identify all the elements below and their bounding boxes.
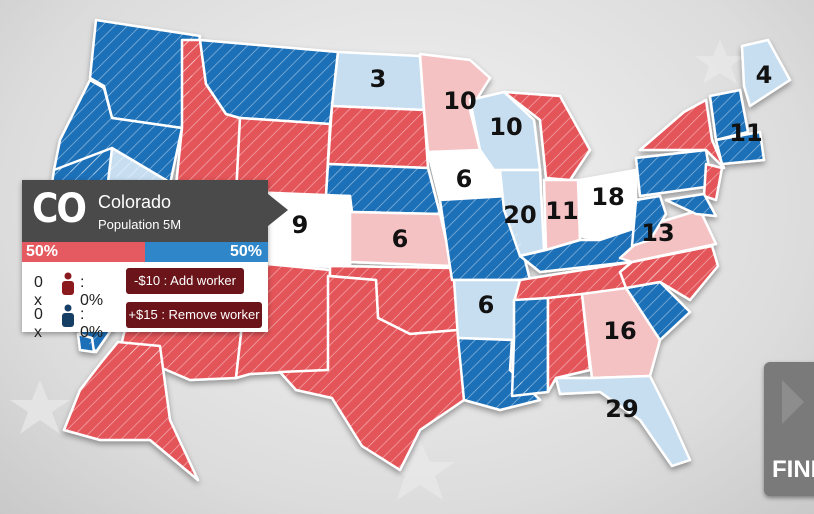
person-icon-blue <box>62 304 74 327</box>
remove-worker-button[interactable]: +$15 : Remove worker <box>126 302 262 328</box>
blue-percent: 50% <box>229 243 262 260</box>
blue-worker-percent: : 0% <box>80 306 104 341</box>
finish-label: FINI <box>772 456 814 483</box>
red-worker-count: 0 x <box>34 274 43 309</box>
state-population: Population 5M <box>98 217 182 232</box>
panel-pointer <box>268 194 288 226</box>
state-info-panel: CO Colorado Population 5M 50% 50% 0 x : … <box>22 180 288 341</box>
arrow-icon <box>782 380 804 424</box>
state-nj[interactable] <box>702 162 724 202</box>
votes-ks: 6 <box>392 225 409 253</box>
red-worker-percent: : 0% <box>80 274 104 309</box>
state-ms[interactable] <box>510 296 550 398</box>
finish-button[interactable]: FINI <box>764 362 814 496</box>
votes-va: 13 <box>641 219 674 247</box>
votes-fl: 29 <box>605 395 638 423</box>
votes-co: 9 <box>292 211 309 239</box>
panel-header: CO Colorado Population 5M <box>22 180 268 242</box>
blue-worker-count: 0 x <box>34 306 43 341</box>
votes-wi: 10 <box>489 113 522 141</box>
votes-nd: 3 <box>370 65 387 93</box>
state-fl[interactable] <box>554 374 692 468</box>
votes-me: 4 <box>756 61 773 89</box>
electoral-votes: 3 4 10 10 11 6 18 9 20 11 6 13 6 16 29 <box>292 61 773 423</box>
state-pa[interactable] <box>634 148 714 198</box>
votes-il: 20 <box>503 201 536 229</box>
red-percent: 50% <box>26 243 59 260</box>
votes-ga: 16 <box>603 317 636 345</box>
votes-oh: 18 <box>591 183 624 211</box>
votes-ar: 6 <box>478 291 495 319</box>
state-abbreviation: CO <box>32 186 87 232</box>
add-worker-button[interactable]: -$10 : Add worker <box>126 268 244 294</box>
votes-ma: 11 <box>729 119 762 147</box>
votes-ia: 6 <box>456 165 473 193</box>
votes-mn: 10 <box>443 87 476 115</box>
votes-in: 11 <box>545 197 578 225</box>
poll-bar: 50% 50% <box>22 242 268 262</box>
background-stars <box>10 40 745 500</box>
state-me[interactable] <box>740 38 792 108</box>
poll-bar-blue <box>145 242 268 262</box>
state-sd[interactable] <box>326 104 430 170</box>
state-name: Colorado <box>98 192 172 212</box>
person-icon-red <box>62 272 74 295</box>
poll-bar-red <box>22 242 145 262</box>
